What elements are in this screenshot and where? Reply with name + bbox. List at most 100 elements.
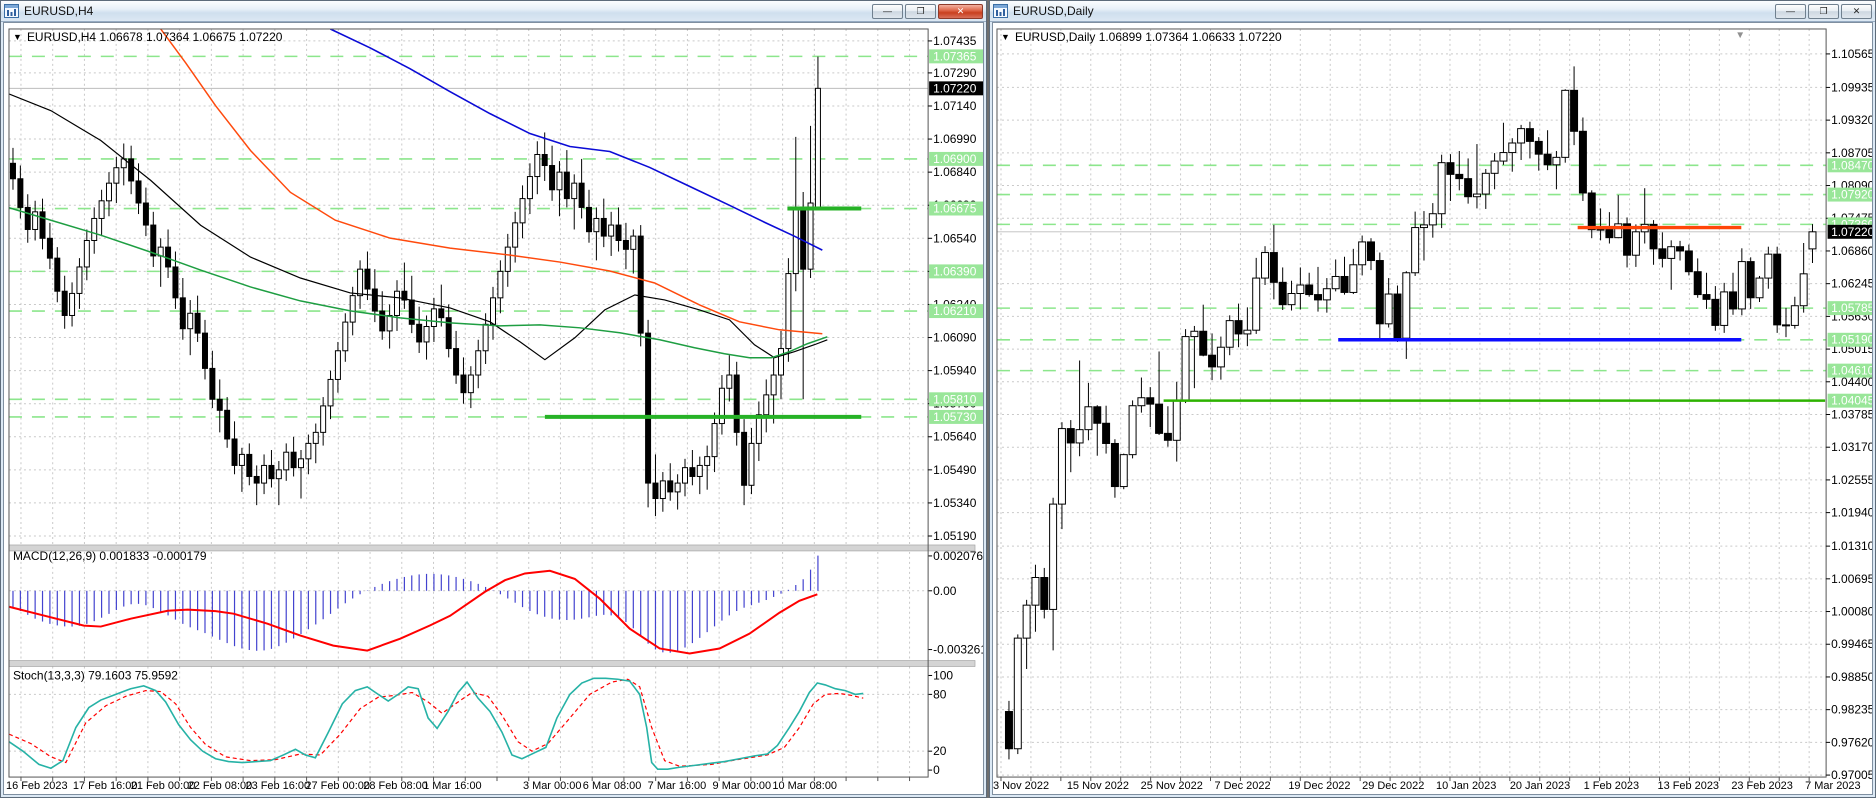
time-tick: 1 Feb 2023 xyxy=(1584,780,1639,792)
maximize-button[interactable]: ❐ xyxy=(1808,3,1839,19)
time-tick: 1 Mar 16:00 xyxy=(423,780,482,792)
price-tick: 1.03785 xyxy=(1831,407,1872,421)
time-tick: 25 Nov 2022 xyxy=(1141,780,1203,792)
time-tick: 17 Feb 16:00 xyxy=(73,780,138,792)
time-tick: 7 Mar 16:00 xyxy=(648,780,707,792)
current-price-tag xyxy=(1827,224,1872,239)
price-tick: 0.98850 xyxy=(1831,670,1872,684)
price-tick: 1.05940 xyxy=(933,364,977,378)
price-tick: 1.06090 xyxy=(933,331,977,345)
chart-window-icon xyxy=(4,4,19,18)
price-tick: 1.02555 xyxy=(1831,473,1872,487)
titlebar-h4[interactable]: EURUSD,H4 — ❐ ✕ xyxy=(1,1,986,22)
svg-text:0.002076: 0.002076 xyxy=(933,549,983,563)
price-tick: 1.01940 xyxy=(1831,506,1872,520)
chart-canvas-eurusd-h4[interactable]: MACD(12,26,9) 0.001833 -0.000179 0.002076… xyxy=(3,22,984,795)
time-tick: 15 Nov 2022 xyxy=(1067,780,1129,792)
time-tick: 7 Mar 2023 xyxy=(1805,780,1860,792)
svg-text:-0.003261: -0.003261 xyxy=(933,643,983,657)
window-title: EURUSD,Daily xyxy=(1013,4,1094,18)
ma-orange xyxy=(160,28,823,335)
svg-text:1.04610: 1.04610 xyxy=(1831,364,1872,378)
scroll-to-end-icon: ▼ xyxy=(1735,30,1745,41)
time-tick: 13 Feb 2023 xyxy=(1657,780,1719,792)
svg-text:1.05730: 1.05730 xyxy=(933,410,977,424)
price-tick: 1.00695 xyxy=(1831,572,1872,586)
price-tick: 1.05490 xyxy=(933,463,977,477)
price-tick: 0.97620 xyxy=(1831,735,1872,749)
time-tick: 3 Mar 00:00 xyxy=(523,780,582,792)
price-tick: 1.07435 xyxy=(933,34,977,48)
svg-text:1.06390: 1.06390 xyxy=(933,264,977,278)
level-price-tag xyxy=(1827,187,1872,202)
time-tick: 23 Feb 2023 xyxy=(1731,780,1793,792)
price-tick: 1.09935 xyxy=(1831,80,1872,94)
titlebar-daily[interactable]: EURUSD,Daily — ❐ ✕ xyxy=(990,1,1875,22)
time-tick: 3 Nov 2022 xyxy=(993,780,1049,792)
price-tick: 1.09320 xyxy=(1831,113,1872,127)
macd-label: MACD(12,26,9) 0.001833 -0.000179 xyxy=(13,549,207,563)
svg-text:1.06210: 1.06210 xyxy=(933,304,977,318)
current-price-tag xyxy=(929,81,983,96)
time-tick: 27 Feb 00:00 xyxy=(305,780,370,792)
svg-text:1.04045: 1.04045 xyxy=(1831,394,1872,408)
svg-text:1.07365: 1.07365 xyxy=(933,49,977,63)
price-tick: 1.06540 xyxy=(933,231,977,245)
price-tick: 1.06990 xyxy=(933,132,977,146)
chart-window-eurusd-daily: EURUSD,Daily — ❐ ✕ 1.10565 1.09935 1.09320… xyxy=(989,0,1876,798)
time-tick: 23 Feb 16:00 xyxy=(246,780,311,792)
price-tick: 1.08705 xyxy=(1831,146,1872,160)
chart-canvas-eurusd-daily[interactable]: 1.105651.099351.093201.087051.080901.074… xyxy=(992,22,1873,795)
level-price-tag xyxy=(1827,363,1872,378)
price-tick: 1.06840 xyxy=(933,165,977,179)
minimize-button[interactable]: — xyxy=(872,3,903,19)
close-button[interactable]: ✕ xyxy=(938,3,983,19)
time-tick: 19 Dec 2022 xyxy=(1288,780,1350,792)
price-tick: 1.05340 xyxy=(933,496,977,510)
ma-blue xyxy=(329,28,823,251)
stoch-d-line xyxy=(8,678,864,767)
level-price-tag xyxy=(929,201,983,216)
ma-green xyxy=(8,206,828,359)
chart-svg-h4: MACD(12,26,9) 0.001833 -0.000179 0.002076… xyxy=(6,28,983,792)
candles-layer xyxy=(9,56,821,517)
svg-text:1.07220: 1.07220 xyxy=(933,81,977,95)
close-button[interactable]: ✕ xyxy=(1841,3,1872,19)
time-tick: 6 Mar 08:00 xyxy=(583,780,642,792)
level-price-tag xyxy=(1827,393,1872,408)
ma-black xyxy=(8,93,828,361)
minimize-button[interactable]: — xyxy=(1775,3,1806,19)
price-tick: 1.03170 xyxy=(1831,440,1872,454)
svg-text:80: 80 xyxy=(933,687,947,701)
price-tick: 0.99465 xyxy=(1831,637,1872,651)
chart-svg-daily: 1.105651.099351.093201.087051.080901.074… xyxy=(993,28,1872,792)
chart-window-eurusd-h4: EURUSD,H4 — ❐ ✕ MACD(12,26,9) 0.001833 -… xyxy=(0,0,987,798)
level-price-tag xyxy=(929,392,983,407)
time-tick: 10 Mar 08:00 xyxy=(772,780,837,792)
price-tick: 0.97005 xyxy=(1831,768,1872,782)
svg-text:1.08470: 1.08470 xyxy=(1831,158,1872,172)
level-price-tag xyxy=(929,49,983,64)
collapse-arrow-icon: ▼ xyxy=(13,32,22,42)
time-tick: 9 Mar 00:00 xyxy=(713,780,772,792)
panel-separator xyxy=(8,660,976,667)
price-tick: 1.10565 xyxy=(1831,47,1872,61)
time-tick: 16 Feb 2023 xyxy=(6,780,68,792)
time-tick: 28 Feb 08:00 xyxy=(363,780,428,792)
level-price-tag xyxy=(1827,301,1872,316)
level-price-tag xyxy=(929,264,983,279)
window-title: EURUSD,H4 xyxy=(24,4,94,18)
svg-text:0: 0 xyxy=(933,763,940,777)
level-price-tag xyxy=(929,409,983,424)
price-tick: 0.98235 xyxy=(1831,703,1872,717)
price-tick: 1.07140 xyxy=(933,99,977,113)
stoch-label: Stoch(13,3,3) 79.1603 75.9592 xyxy=(13,668,178,682)
level-price-tag xyxy=(929,151,983,166)
level-price-tag xyxy=(1827,332,1872,347)
svg-text:1.05190: 1.05190 xyxy=(1831,333,1872,347)
svg-text:1.07220: 1.07220 xyxy=(1831,225,1872,239)
price-tick: 1.05190 xyxy=(933,529,977,543)
macd-signal-line xyxy=(8,569,818,655)
restore-button[interactable]: ❐ xyxy=(905,3,936,19)
svg-text:1.06900: 1.06900 xyxy=(933,152,977,166)
